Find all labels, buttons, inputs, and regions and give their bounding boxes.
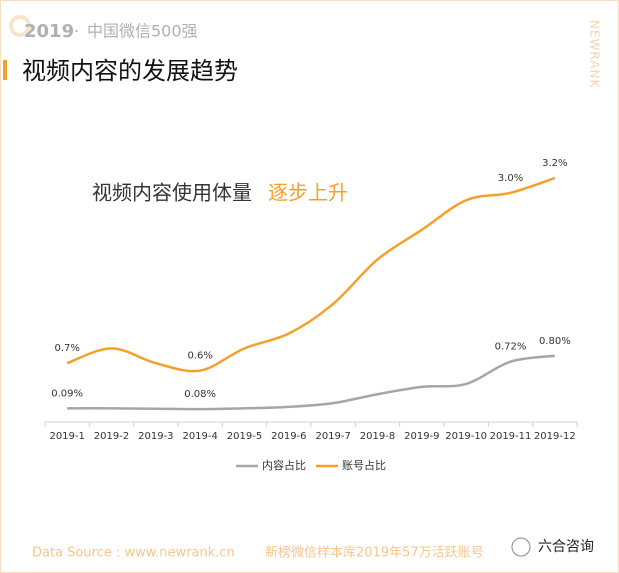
watermark: 六合咨询	[538, 539, 594, 555]
legend-label: 账号占比	[342, 458, 386, 472]
data-label: 0.6%	[187, 351, 212, 362]
data-label: 3.2%	[542, 158, 567, 169]
header-year: 2019	[24, 21, 74, 42]
x-tick-label: 2019-11	[490, 431, 532, 442]
data-label: 0.72%	[495, 342, 527, 353]
data-label: 0.7%	[54, 343, 79, 354]
x-tick-label: 2019-10	[445, 431, 487, 442]
logo-ring	[9, 15, 31, 37]
legend-label: 内容占比	[262, 458, 306, 472]
data-label: 0.08%	[184, 389, 216, 400]
data-label: 3.0%	[498, 173, 523, 184]
data-label: 0.80%	[539, 336, 571, 347]
watermark-icon	[511, 537, 531, 557]
data-label: 0.09%	[51, 388, 83, 399]
x-tick-label: 2019-12	[534, 431, 576, 442]
x-tick-label: 2019-9	[404, 431, 439, 442]
header-dot: ·	[74, 22, 79, 41]
x-tick-label: 2019-7	[315, 431, 350, 442]
title-bar	[3, 60, 7, 80]
brand: NEWRANK	[588, 20, 602, 88]
annotation-highlight: 逐步上升	[268, 181, 348, 205]
series-line	[67, 354, 555, 411]
x-tick-label: 2019-8	[360, 431, 395, 442]
header-subtitle: 中国微信500强	[87, 22, 198, 41]
x-tick-label: 2019-6	[271, 431, 306, 442]
x-tick-label: 2019-2	[94, 431, 129, 442]
footer-source: Data Source : www.newrank.cn	[32, 546, 235, 561]
series-line	[66, 176, 556, 373]
page-title: 视频内容的发展趋势	[22, 57, 238, 85]
x-tick-label: 2019-3	[138, 431, 173, 442]
footer-note: 新榜微信样本库2019年57万活跃账号	[265, 545, 484, 561]
x-tick-label: 2019-4	[182, 431, 217, 442]
annotation: 视频内容使用体量	[92, 181, 252, 205]
x-tick-label: 2019-1	[49, 431, 84, 442]
x-tick-label: 2019-5	[227, 431, 262, 442]
